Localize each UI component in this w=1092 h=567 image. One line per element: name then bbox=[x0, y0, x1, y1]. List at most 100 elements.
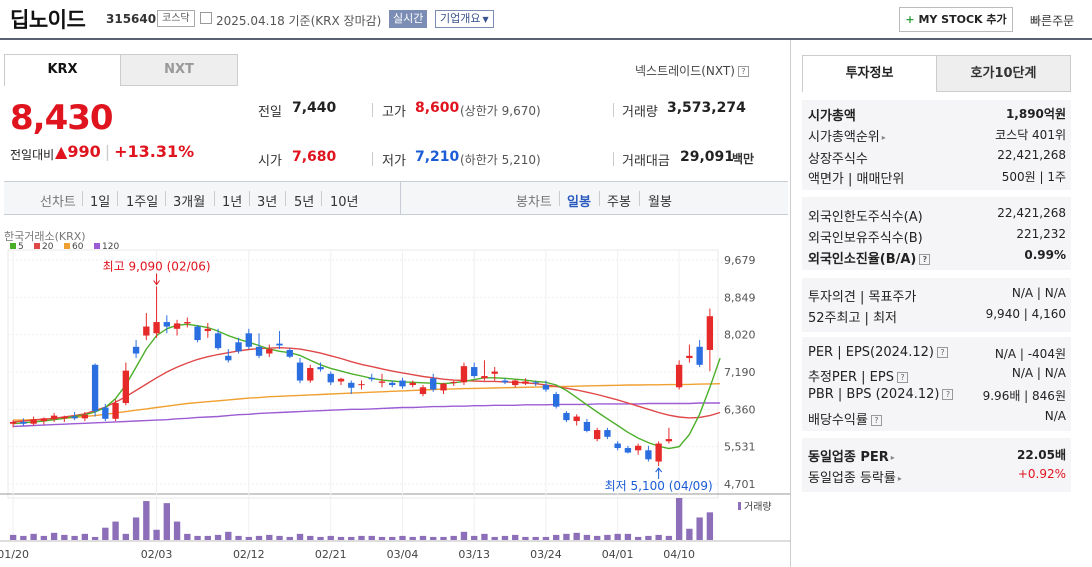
chevron-down-icon: ▼ bbox=[482, 15, 489, 24]
volume-bar bbox=[593, 535, 601, 540]
legend-label-ma5: 5 bbox=[18, 242, 24, 252]
info-icon[interactable]: ? bbox=[870, 415, 882, 426]
volume-bar bbox=[61, 534, 68, 540]
period-3m[interactable]: 3개월 bbox=[173, 195, 206, 210]
candle-body bbox=[522, 381, 529, 384]
company-info-button[interactable]: 기업개요 ▼ bbox=[435, 10, 494, 28]
period-5y[interactable]: 5년 bbox=[294, 195, 315, 210]
x-tick-label: 03/13 bbox=[458, 548, 490, 561]
volume-bar bbox=[440, 536, 447, 540]
amount-unit: 백만 bbox=[732, 152, 755, 166]
candle-body bbox=[337, 378, 345, 382]
x-tick-label: 03/04 bbox=[387, 548, 419, 561]
candle-body bbox=[706, 316, 714, 350]
volume-bar bbox=[706, 512, 714, 540]
period-weekly[interactable]: 주봉 bbox=[607, 195, 631, 210]
ma-line-20 bbox=[13, 346, 721, 423]
candle-body bbox=[20, 421, 27, 424]
candle-body bbox=[675, 364, 683, 388]
price-chart[interactable]: 한국거래소(KRX) 5 20 60 120 최고 9,090 (02/06) 최저 … bbox=[0, 228, 790, 567]
period-10y[interactable]: 10년 bbox=[330, 195, 359, 210]
tab-krx[interactable]: KRX bbox=[4, 54, 121, 86]
divider bbox=[249, 191, 250, 206]
ma-line-5 bbox=[13, 323, 721, 450]
down-arrow-icon bbox=[153, 273, 160, 286]
market-cap-value: 1,890억원 bbox=[1005, 107, 1066, 121]
candle-body bbox=[440, 383, 447, 391]
invest-info-panel bbox=[790, 40, 1092, 567]
period-1y[interactable]: 1년 bbox=[222, 195, 243, 210]
candle-body bbox=[399, 380, 406, 387]
y-tick-label: 6,360 bbox=[724, 403, 756, 416]
tab-orderbook[interactable]: 호가10단계 bbox=[936, 55, 1071, 92]
period-3y[interactable]: 3년 bbox=[257, 195, 278, 210]
info-box-basic bbox=[802, 100, 1071, 190]
x-tick-label: 04/01 bbox=[602, 548, 634, 561]
period-daily[interactable]: 일봉 bbox=[567, 195, 591, 210]
legend-swatch-ma60 bbox=[64, 243, 70, 249]
candle-body bbox=[348, 382, 355, 388]
volume-bar bbox=[553, 534, 560, 540]
foreign-ratio-value: 0.99% bbox=[1024, 248, 1066, 262]
info-icon[interactable]: ? bbox=[936, 347, 948, 358]
legend-label-ma20: 20 bbox=[42, 242, 54, 252]
x-tick-label: 01/20 bbox=[0, 548, 29, 561]
y-tick-label: 7,190 bbox=[724, 366, 756, 379]
foreign-hold-value: 221,232 bbox=[1016, 227, 1066, 241]
caret-right-icon: ▸ bbox=[881, 133, 886, 142]
change-value: 990 bbox=[67, 142, 101, 161]
tab-nxt[interactable]: NXT bbox=[120, 54, 238, 86]
legend-swatch-ma5 bbox=[10, 243, 16, 249]
volume-bar bbox=[522, 536, 529, 540]
candle-body bbox=[614, 443, 621, 449]
volume-bar bbox=[542, 536, 550, 540]
volume-bar bbox=[665, 535, 673, 540]
realtime-badge[interactable]: 실시간 bbox=[389, 10, 428, 28]
period-1w[interactable]: 1주일 bbox=[126, 195, 159, 210]
tab-invest-info[interactable]: 투자정보 bbox=[802, 55, 937, 92]
my-stock-add-button[interactable]: + MY STOCK 추가 bbox=[899, 7, 1013, 32]
week52-label: 52주최고 | 최저 bbox=[808, 311, 897, 326]
candle-body bbox=[481, 376, 488, 379]
info-icon[interactable]: ? bbox=[896, 372, 908, 383]
x-tick-label: 03/24 bbox=[530, 548, 562, 561]
candle-body bbox=[122, 370, 130, 404]
quick-order-button[interactable]: 빠른주문 bbox=[1030, 14, 1075, 28]
period-1d[interactable]: 1일 bbox=[90, 195, 111, 210]
low-label: 저가 bbox=[382, 154, 406, 169]
high-label: 고가 bbox=[382, 105, 406, 120]
company-info-label: 기업개요 bbox=[440, 12, 481, 25]
legend-swatch-ma20 bbox=[34, 243, 40, 249]
candle-body bbox=[143, 326, 150, 336]
dividend-value: N/A bbox=[1044, 409, 1066, 423]
info-icon[interactable]: ? bbox=[942, 389, 954, 400]
legend-label-ma120: 120 bbox=[102, 242, 119, 252]
candle-body bbox=[112, 403, 119, 419]
candle-body bbox=[378, 381, 386, 383]
info-icon[interactable]: ? bbox=[919, 254, 931, 265]
volume-bars bbox=[9, 498, 741, 540]
chart-source: 한국거래소(KRX) bbox=[4, 230, 86, 243]
volume-bar bbox=[358, 535, 365, 540]
candle-body bbox=[389, 382, 396, 386]
shares-value: 22,421,268 bbox=[997, 148, 1066, 162]
volume-bar bbox=[225, 531, 232, 540]
nextrade-link[interactable]: 넥스트레이드(NXT)? bbox=[635, 62, 749, 79]
volume-bar bbox=[604, 534, 611, 540]
current-price: 8,430 bbox=[10, 98, 114, 138]
per-value: N/A | -404원 bbox=[994, 347, 1066, 361]
volume-bar bbox=[686, 528, 693, 540]
industry-rate-label: 동일업종 등락률 bbox=[808, 471, 896, 486]
volume-bar bbox=[163, 503, 170, 540]
volume-bar bbox=[378, 536, 386, 540]
info-box-foreign bbox=[802, 197, 1071, 270]
info-icon: ? bbox=[737, 66, 749, 77]
period-monthly[interactable]: 월봉 bbox=[648, 195, 672, 210]
lower-limit: (하한가 5,210) bbox=[460, 153, 541, 167]
volume-bar bbox=[573, 532, 580, 540]
foreign-limit-label: 외국인한도주식수(A) bbox=[808, 210, 923, 225]
par-label: 액면가 | 매매단위 bbox=[808, 172, 905, 187]
foreign-hold-label: 외국인보유주식수(B) bbox=[808, 231, 923, 246]
volume-bar bbox=[91, 536, 99, 540]
target-label: 투자의견 | 목표주가 bbox=[808, 290, 917, 305]
